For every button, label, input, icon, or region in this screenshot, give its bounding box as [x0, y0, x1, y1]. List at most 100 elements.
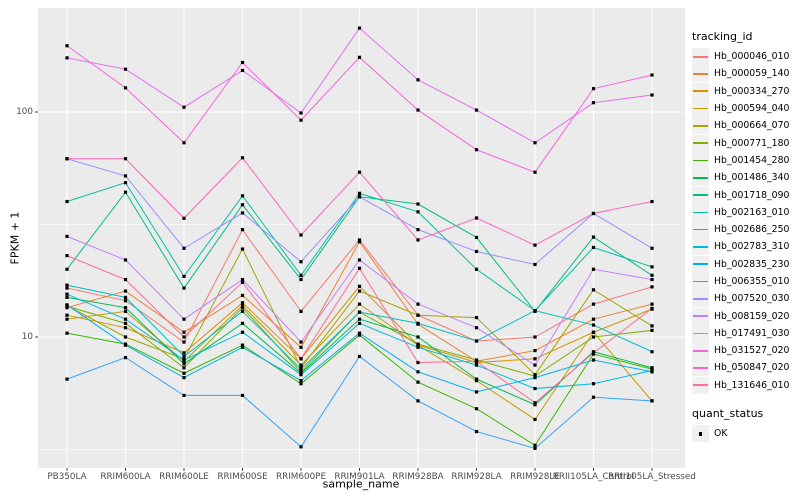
data-point — [299, 357, 303, 361]
data-point — [591, 317, 596, 321]
series-color-swatch — [692, 324, 709, 342]
data-point — [533, 363, 537, 367]
data-point — [182, 371, 186, 375]
data-point — [65, 295, 69, 299]
data-point — [357, 331, 362, 335]
data-point — [240, 211, 245, 215]
data-point — [123, 181, 128, 185]
data-point — [123, 295, 128, 299]
data-point — [357, 284, 362, 288]
data-point — [299, 277, 303, 282]
legend-item-label: Hb_000664_070 — [714, 120, 790, 132]
series-color-swatch — [692, 221, 709, 239]
data-point — [416, 202, 420, 206]
series-line-icon — [693, 246, 708, 248]
data-point — [650, 265, 654, 269]
data-point — [182, 330, 186, 334]
x-tick-label: RRIM901LA — [334, 472, 385, 482]
series-color-swatch — [692, 65, 709, 83]
series-line-icon — [693, 55, 708, 58]
data-point — [474, 235, 479, 240]
data-point — [650, 370, 654, 374]
data-point — [240, 247, 245, 251]
data-point — [650, 73, 654, 77]
series-line-icon — [693, 315, 708, 317]
data-point — [123, 174, 128, 178]
data-point — [416, 370, 420, 374]
data-point — [591, 323, 596, 327]
data-point — [474, 326, 479, 330]
data-point — [65, 377, 69, 381]
x-tick-label: RRIM928BA — [392, 472, 444, 482]
legend-item-label: Hb_002783_310 — [714, 241, 790, 253]
data-point — [299, 340, 303, 344]
data-point — [357, 321, 362, 325]
data-point — [182, 317, 186, 321]
data-point — [357, 258, 362, 262]
data-point — [65, 286, 69, 290]
ok-point-swatch — [692, 425, 709, 443]
data-point — [299, 111, 303, 115]
data-point — [123, 289, 128, 293]
legend-item-Hb_131646_010: Hb_131646_010 — [692, 376, 799, 394]
data-point — [416, 302, 420, 306]
data-point — [123, 317, 128, 321]
data-point — [416, 321, 420, 325]
data-point — [123, 326, 128, 330]
legend: tracking_id Hb_000046_010 Hb_000059_140 Hb… — [692, 30, 799, 443]
data-point — [182, 358, 186, 362]
data-point — [474, 359, 479, 363]
data-point — [240, 203, 245, 207]
data-point — [474, 377, 479, 381]
data-point — [182, 246, 186, 250]
data-point — [474, 267, 479, 271]
data-point — [65, 157, 69, 161]
x-tick-label: RRIM600SE — [217, 472, 268, 482]
series-color-swatch — [692, 290, 709, 308]
legend-item-label: Hb_000334_270 — [714, 85, 790, 97]
data-point — [65, 56, 69, 60]
series-line-icon — [693, 263, 708, 266]
data-point — [416, 78, 420, 82]
legend-item-Hb_002783_310: Hb_002783_310 — [692, 238, 799, 256]
data-point — [533, 170, 537, 174]
data-point — [240, 306, 245, 310]
data-point — [416, 360, 420, 365]
series-color-swatch — [692, 359, 709, 377]
series-color-swatch — [692, 151, 709, 169]
legend-item-Hb_000334_270: Hb_000334_270 — [692, 82, 799, 100]
data-point — [182, 286, 186, 290]
legend-item-label: Hb_002835_230 — [714, 258, 790, 270]
data-point — [650, 399, 654, 403]
data-point — [299, 345, 303, 349]
series-line-icon — [693, 297, 708, 300]
y-tick-label: 10 — [21, 332, 33, 342]
data-point — [357, 333, 362, 337]
data-point — [123, 343, 128, 347]
data-point — [357, 170, 362, 174]
data-point — [123, 157, 128, 161]
data-point — [357, 26, 362, 30]
data-point — [533, 443, 537, 447]
data-point — [240, 301, 245, 305]
data-point — [650, 306, 654, 311]
series-line-icon — [693, 159, 708, 162]
data-point — [416, 228, 420, 232]
data-point — [299, 373, 303, 377]
data-point — [591, 267, 596, 271]
data-point — [299, 233, 303, 237]
data-point — [240, 303, 245, 308]
legend-item-label: Hb_008159_020 — [714, 310, 790, 322]
legend-item-Hb_007520_030: Hb_007520_030 — [692, 290, 799, 308]
data-point — [299, 260, 303, 264]
data-point — [240, 345, 245, 349]
data-point — [533, 141, 537, 145]
legend-item-label: Hb_000594_040 — [714, 103, 790, 115]
data-point — [123, 277, 128, 282]
data-point — [240, 321, 245, 325]
series-line-icon — [693, 194, 708, 196]
data-point — [591, 395, 596, 399]
data-point — [416, 380, 420, 384]
data-point — [299, 363, 303, 367]
series-color-swatch — [692, 238, 709, 256]
